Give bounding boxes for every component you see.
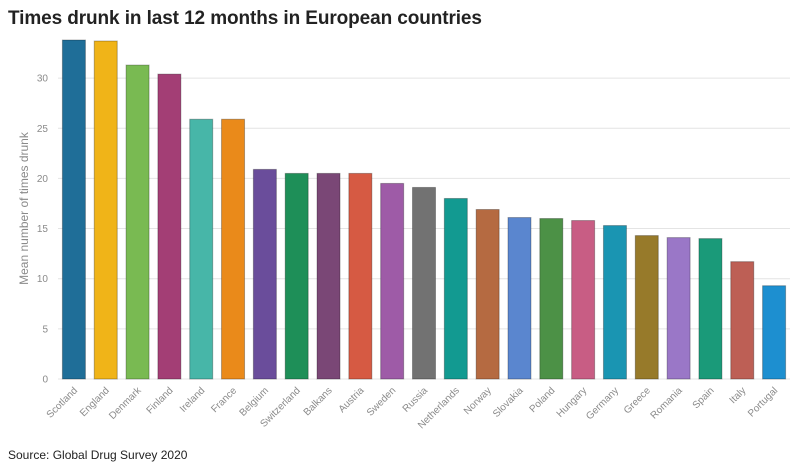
y-tick-label: 25 <box>37 124 49 135</box>
y-tick-label: 0 <box>42 375 48 386</box>
bar-norway <box>475 209 500 380</box>
bar-germany <box>602 225 627 380</box>
bar-russia <box>412 186 436 380</box>
x-tick-label: Germany <box>584 385 621 422</box>
bars <box>61 39 787 380</box>
x-tick-label: Norway <box>462 385 494 417</box>
bar-greece <box>634 235 659 380</box>
bar-italy <box>730 261 755 380</box>
x-tick-label: Austria <box>337 385 367 415</box>
x-tick-label: Scotland <box>45 385 80 420</box>
bar-finland <box>157 73 182 380</box>
bar-balkans <box>316 172 341 380</box>
x-tick-label: Poland <box>528 385 558 415</box>
x-tick-label: Italy <box>728 385 749 406</box>
bar-slovakia <box>507 217 532 380</box>
bar-england <box>93 40 118 380</box>
bar-denmark <box>125 64 150 380</box>
x-tick-label: Sweden <box>365 385 398 418</box>
y-tick-label: 15 <box>37 224 49 235</box>
x-tick-label: Balkans <box>302 385 335 418</box>
bar-switzerland <box>284 172 309 380</box>
x-tick-label: France <box>209 385 239 415</box>
x-tick-label: Denmark <box>107 385 144 422</box>
bar-austria <box>348 172 373 380</box>
bar-netherlands <box>443 197 468 380</box>
bar-scotland <box>61 39 86 380</box>
x-tick-label: Greece <box>622 385 653 416</box>
bar-belgium <box>252 168 277 380</box>
x-tick-label: Spain <box>691 385 717 411</box>
y-axis-ticks: 0 5 10 15 20 25 30 <box>37 74 49 386</box>
source-note: Source: Global Drug Survey 2020 <box>8 448 188 462</box>
bar-spain <box>698 238 723 380</box>
bar-poland <box>539 218 564 380</box>
y-tick-label: 20 <box>37 174 49 185</box>
x-tick-label: Finland <box>145 385 176 416</box>
y-tick-label: 5 <box>42 324 48 335</box>
x-tick-label: Slovakia <box>491 385 526 420</box>
bar-france <box>221 118 246 380</box>
x-tick-label: Portugal <box>746 385 780 419</box>
x-tick-label: Romania <box>649 385 685 421</box>
x-tick-label: Russia <box>401 385 431 415</box>
bar-portugal <box>762 285 787 380</box>
bar-ireland <box>189 118 214 380</box>
bar-sweden <box>380 182 405 380</box>
bar-romania <box>666 237 691 380</box>
bar-hungary <box>571 220 596 380</box>
y-axis-title: Mean number of times drunk <box>17 131 31 285</box>
y-tick-label: 30 <box>37 74 49 85</box>
chart-title: Times drunk in last 12 months in Europea… <box>8 8 482 29</box>
x-tick-label: Ireland <box>178 385 207 414</box>
y-tick-label: 10 <box>37 274 49 285</box>
